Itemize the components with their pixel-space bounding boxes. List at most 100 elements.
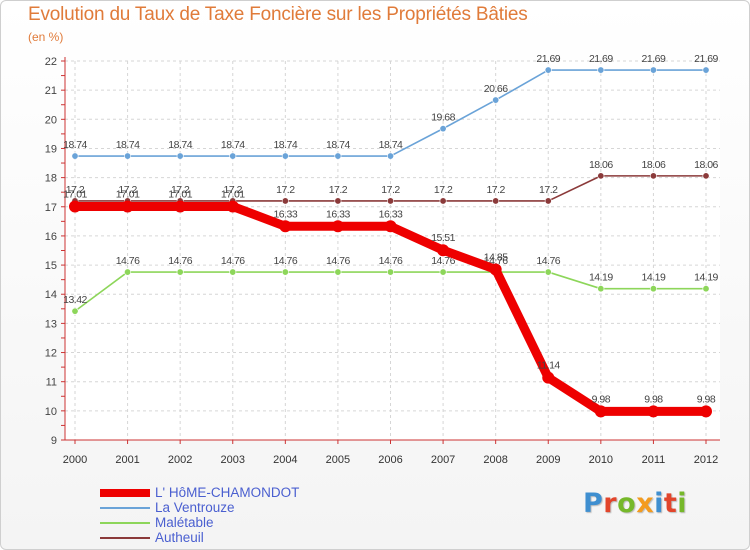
data-label: 21.69 <box>694 53 718 65</box>
data-label: 14.76 <box>168 255 192 267</box>
data-label: 14.19 <box>694 272 718 284</box>
data-label: 17.2 <box>276 184 295 196</box>
data-point <box>281 268 289 276</box>
data-label: 14.76 <box>221 255 245 267</box>
x-tick-label: 2002 <box>168 454 192 466</box>
legend-item: La Ventrouze <box>100 500 360 515</box>
proxiti-logo: Proxiti <box>583 488 687 519</box>
data-point <box>176 152 184 160</box>
data-label: 18.74 <box>273 139 297 151</box>
data-label: 17.2 <box>329 184 348 196</box>
data-point <box>489 263 502 276</box>
data-label: 20.66 <box>484 83 508 95</box>
data-point <box>439 268 447 276</box>
data-point <box>71 152 79 160</box>
data-point <box>334 197 342 205</box>
data-label: 17.2 <box>224 184 243 196</box>
data-point <box>71 307 79 315</box>
data-point <box>281 152 289 160</box>
y-tick-label: 14 <box>45 289 57 301</box>
data-point <box>124 268 132 276</box>
data-point <box>439 125 447 133</box>
data-label: 17.2 <box>171 184 190 196</box>
data-label: 17.2 <box>434 184 453 196</box>
data-point <box>331 220 344 233</box>
data-label: 18.74 <box>168 139 192 151</box>
x-tick-label: 2003 <box>221 454 245 466</box>
logo-letter: r <box>603 488 618 519</box>
data-label: 18.74 <box>379 139 403 151</box>
data-point <box>229 152 237 160</box>
logo-letter: x <box>636 488 655 519</box>
data-label: 18.74 <box>326 139 350 151</box>
data-point <box>386 197 394 205</box>
data-label: 17.2 <box>486 184 505 196</box>
x-tick-label: 2011 <box>642 454 666 466</box>
y-tick-label: 19 <box>45 143 57 155</box>
data-point <box>594 405 607 418</box>
legend-label: La Ventrouze <box>155 500 235 515</box>
data-point <box>597 66 605 74</box>
y-unit-label: (en %) <box>28 30 64 44</box>
legend: L' HôME-CHAMONDOT La Ventrouze Malétable… <box>100 485 360 545</box>
data-point <box>384 220 397 233</box>
data-label: 21.69 <box>536 53 560 65</box>
data-point <box>700 405 712 418</box>
legend-label: L' HôME-CHAMONDOT <box>155 485 300 500</box>
data-point <box>437 244 450 257</box>
legend-swatch <box>100 522 150 524</box>
data-point <box>544 66 552 74</box>
data-label: 17.2 <box>66 184 85 196</box>
data-label: 18.06 <box>642 159 666 171</box>
legend-swatch <box>100 507 150 509</box>
data-label: 14.76 <box>273 255 297 267</box>
data-point <box>492 197 500 205</box>
x-tick-label: 2006 <box>378 454 402 466</box>
data-label: 17.01 <box>116 188 140 200</box>
data-label: 17.01 <box>63 188 87 200</box>
data-label: 17.2 <box>118 184 137 196</box>
legend-label: Malétable <box>155 515 214 530</box>
data-point <box>597 172 605 180</box>
y-tick-label: 17 <box>45 202 57 214</box>
data-point <box>229 268 237 276</box>
logo-letter: i <box>677 488 688 519</box>
legend-label: Autheuil <box>155 530 204 545</box>
data-label: 18.74 <box>116 139 140 151</box>
x-tick-label: 2005 <box>326 454 350 466</box>
data-point <box>649 285 657 293</box>
data-label: 18.74 <box>221 139 245 151</box>
x-tick-label: 2012 <box>694 454 718 466</box>
data-point <box>597 285 605 293</box>
data-point <box>544 268 552 276</box>
data-point <box>226 200 239 213</box>
data-label: 17.01 <box>168 188 192 200</box>
x-tick-label: 2008 <box>483 454 507 466</box>
data-point <box>334 152 342 160</box>
data-point <box>279 220 292 233</box>
data-label: 15.51 <box>431 232 455 244</box>
legend-item: Malétable <box>100 515 360 530</box>
y-tick-label: 18 <box>45 173 57 185</box>
legend-swatch <box>100 489 150 497</box>
data-point <box>69 200 81 213</box>
data-point <box>542 371 555 384</box>
data-label: 21.69 <box>589 53 613 65</box>
data-label: 9.98 <box>592 393 611 405</box>
logo-letter: o <box>617 488 637 519</box>
data-point <box>174 200 187 213</box>
data-label: 9.98 <box>697 393 716 405</box>
data-label: 14.76 <box>536 255 560 267</box>
x-tick-label: 2000 <box>63 454 87 466</box>
data-point <box>649 172 657 180</box>
data-label: 18.06 <box>589 159 613 171</box>
data-label: 14.76 <box>379 255 403 267</box>
data-label: 14.85 <box>484 251 508 263</box>
data-label: 9.98 <box>644 393 663 405</box>
data-point <box>121 200 134 213</box>
y-tick-label: 15 <box>45 260 57 272</box>
data-point <box>386 152 394 160</box>
data-point <box>649 66 657 74</box>
x-tick-label: 2010 <box>589 454 613 466</box>
